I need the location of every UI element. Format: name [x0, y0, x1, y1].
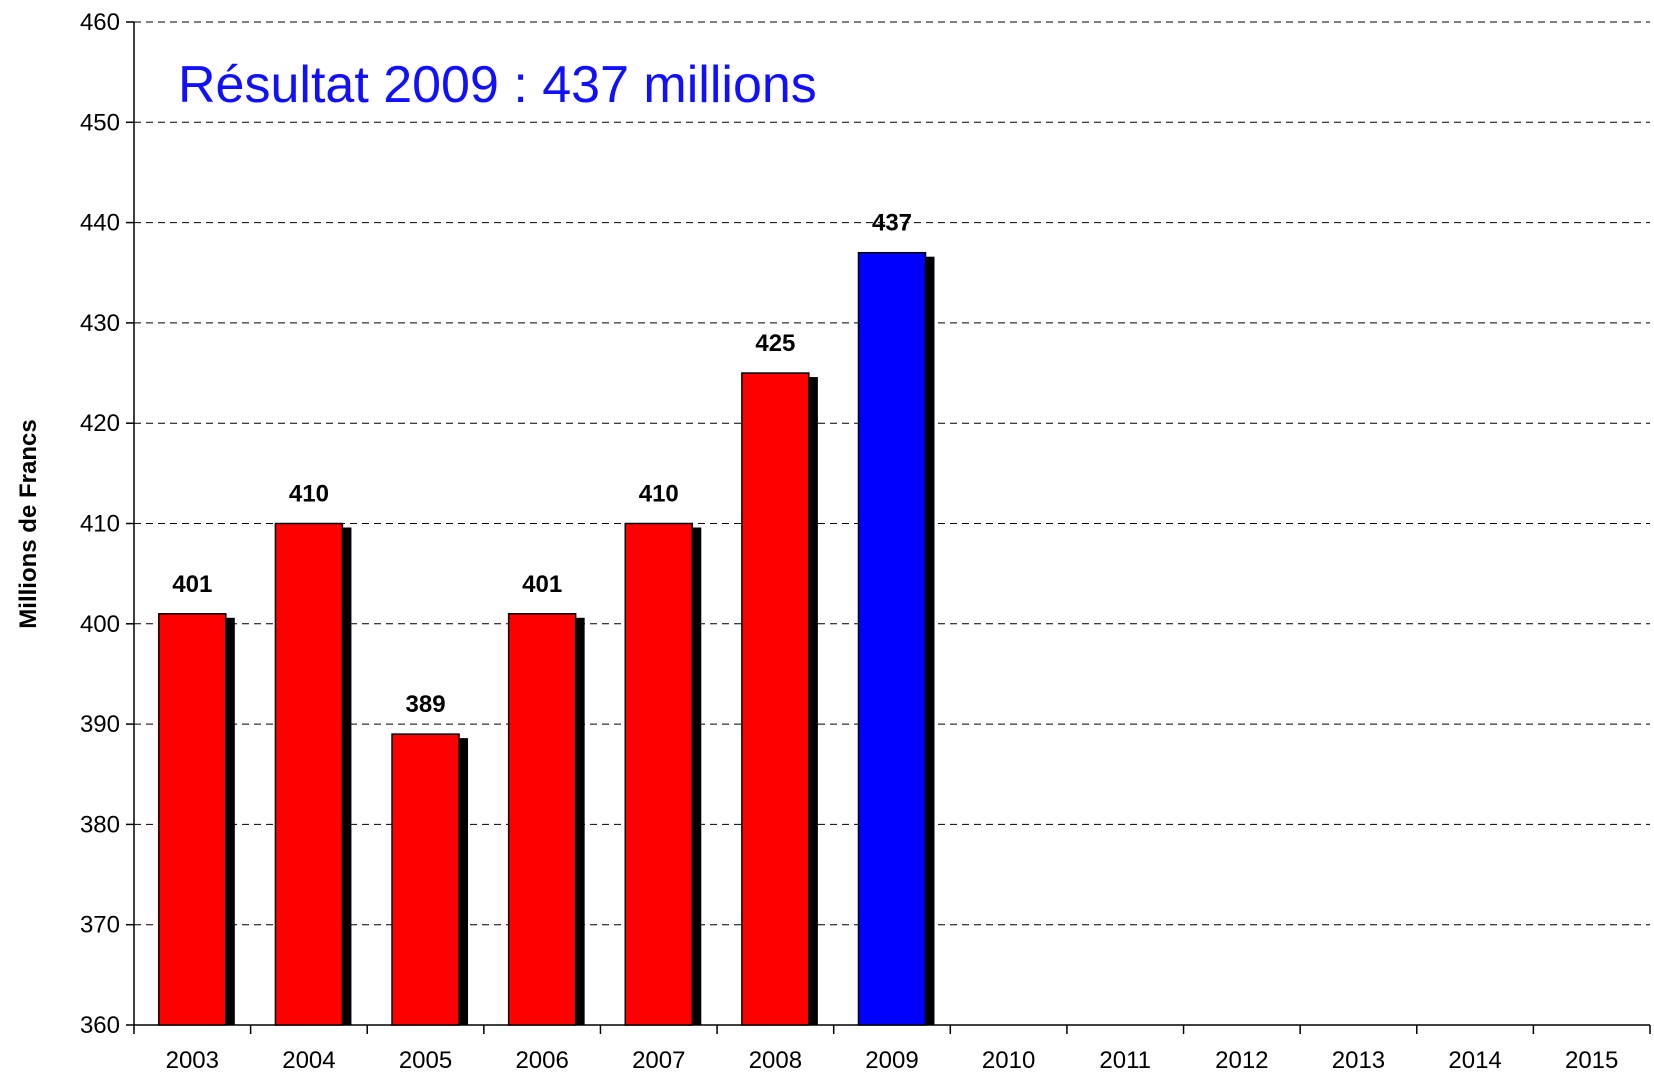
x-tick-label-2012: 2012	[1215, 1047, 1268, 1074]
y-tick-label-380: 380	[80, 811, 120, 838]
data-labels: 401 410 389 401 410 425 437	[172, 210, 912, 718]
x-tick-label-2006: 2006	[515, 1047, 568, 1074]
y-tick-label-360: 360	[80, 1012, 120, 1039]
bar-2005	[391, 733, 460, 1026]
data-label-2008: 425	[755, 330, 795, 357]
bars	[158, 251, 935, 1026]
x-tick-label-2007: 2007	[632, 1047, 685, 1074]
x-tick-label-2010: 2010	[982, 1047, 1035, 1074]
y-tick-label-460: 460	[80, 9, 120, 36]
bar-2007	[624, 522, 694, 1026]
data-label-2009: 437	[872, 210, 912, 237]
data-label-2004: 410	[289, 481, 329, 508]
data-label-2007: 410	[639, 481, 679, 508]
data-label-2006: 401	[522, 571, 562, 598]
y-tick-label-390: 390	[80, 711, 120, 738]
y-tick-label-410: 410	[80, 511, 120, 538]
bar-2003	[158, 613, 227, 1026]
data-label-2003: 401	[172, 571, 212, 598]
data-label-2005: 389	[406, 691, 446, 718]
x-tick-label-2004: 2004	[282, 1047, 335, 1074]
y-tick-label-440: 440	[80, 210, 120, 237]
x-tick-label-2005: 2005	[399, 1047, 452, 1074]
chart-title: Résultat 2009 : 437 millions	[178, 56, 817, 114]
x-tick-label-2014: 2014	[1448, 1047, 1501, 1074]
x-tick-label-2009: 2009	[865, 1047, 918, 1074]
x-tick-label-2008: 2008	[749, 1047, 802, 1074]
y-tick-label-450: 450	[80, 109, 120, 136]
y-tick-label-400: 400	[80, 611, 120, 638]
y-axis-title: Millions de Francs	[15, 419, 42, 628]
bar-2004	[274, 522, 344, 1026]
x-tick-label-2013: 2013	[1332, 1047, 1385, 1074]
axes: 360 370 380 390 400 410 420 430 440 450 460 2003 200…	[80, 9, 1651, 1074]
y-tick-label-430: 430	[80, 310, 120, 337]
x-tick-label-2011: 2011	[1099, 1047, 1151, 1074]
bar-2006	[507, 613, 577, 1026]
bar-2009	[857, 251, 927, 1026]
bar-2008	[741, 372, 810, 1026]
x-tick-label-2003: 2003	[166, 1047, 219, 1074]
y-tick-label-420: 420	[80, 410, 120, 437]
x-tick-label-2015: 2015	[1565, 1047, 1618, 1074]
y-tick-label-370: 370	[80, 912, 120, 939]
